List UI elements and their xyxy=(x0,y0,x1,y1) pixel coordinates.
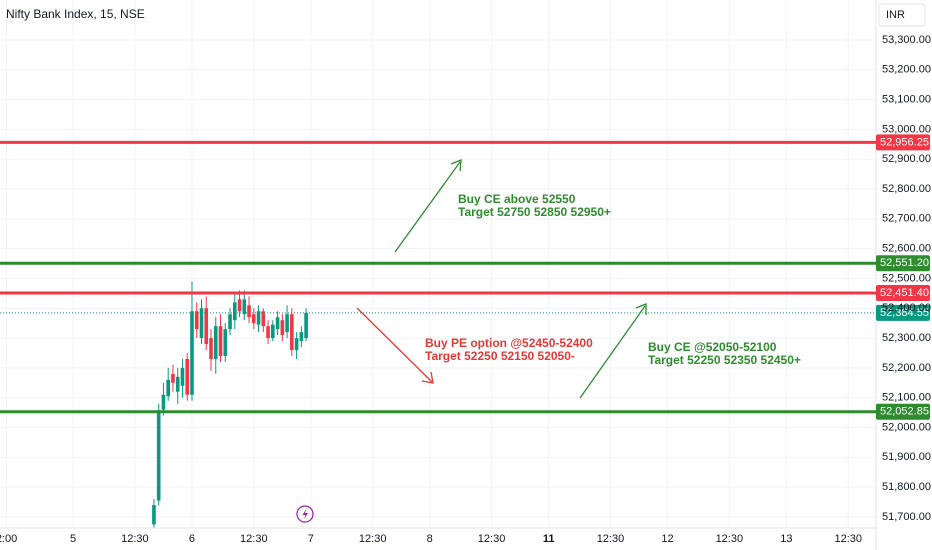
arrow-head xyxy=(635,303,647,315)
candle-body xyxy=(152,505,156,525)
candles xyxy=(152,281,308,528)
chart-title: Nifty Bank Index, 15, NSE xyxy=(6,7,145,21)
annotation-text: Buy CE above 52550 xyxy=(458,192,576,206)
y-tick-label: 52,200.00 xyxy=(882,362,931,374)
candle-body xyxy=(271,324,275,339)
x-tick-label: 13 xyxy=(780,533,792,545)
y-tick-label: 53,200.00 xyxy=(882,64,931,76)
arrows xyxy=(356,159,647,399)
arrow-head xyxy=(450,159,462,172)
candle-body xyxy=(171,373,175,383)
x-tick-label: 12:30 xyxy=(716,533,744,545)
candle-body xyxy=(242,299,247,315)
y-tick-label: 53,300.00 xyxy=(882,34,931,46)
annotation-text: Target 52750 52850 52950+ xyxy=(458,205,611,219)
annotation-text: Target 52250 52350 52450+ xyxy=(648,353,801,367)
candle-body xyxy=(161,394,166,410)
event-icon[interactable] xyxy=(296,505,314,523)
y-tick-label: 52,600.00 xyxy=(882,243,931,255)
candle-body xyxy=(256,311,261,325)
candle-body xyxy=(175,376,180,392)
level-badge xyxy=(876,284,930,301)
candle-body xyxy=(223,329,228,356)
y-tick-label: 52,800.00 xyxy=(882,183,931,195)
event-bolt[interactable] xyxy=(302,508,309,520)
arrow-head xyxy=(421,371,434,384)
arrow xyxy=(579,305,646,399)
level-label: 52,551.20 xyxy=(880,257,929,269)
candle-body xyxy=(180,367,185,386)
candle-body xyxy=(185,358,190,395)
x-tick-label: 11 xyxy=(543,533,555,545)
candle-body xyxy=(209,338,213,359)
x-tick-label: 12:30 xyxy=(359,533,387,545)
candle-body xyxy=(237,299,242,312)
level-badge xyxy=(876,304,930,321)
level-badge xyxy=(876,255,930,272)
x-tick-label: 7 xyxy=(308,533,314,545)
candle-body xyxy=(294,338,299,351)
candle-body xyxy=(290,314,294,351)
candle-body xyxy=(190,311,194,395)
y-tick-label: 51,700.00 xyxy=(882,511,931,523)
y-tick-label: 52,500.00 xyxy=(882,272,931,284)
candle-body xyxy=(266,326,270,339)
arrow xyxy=(394,161,461,253)
y-tick-label: 51,800.00 xyxy=(882,481,931,493)
x-tick-label: 12:30 xyxy=(478,533,506,545)
candle-body xyxy=(299,332,304,342)
candle-body xyxy=(251,314,256,324)
candle-body xyxy=(213,326,218,359)
annotation-text: Buy CE @52050-52100 xyxy=(648,340,777,354)
y-tick-label: 52,000.00 xyxy=(882,421,931,433)
x-tick-label: 12:30 xyxy=(834,533,862,545)
x-tick-label: 12:30 xyxy=(597,533,625,545)
x-tick-label: 12:30 xyxy=(240,533,268,545)
candle-body xyxy=(232,302,237,321)
y-tick-label: 52,300.00 xyxy=(882,332,931,344)
y-tick-label: 52,100.00 xyxy=(882,392,931,404)
annotation-text: Buy PE option @52450-52400 xyxy=(425,336,593,350)
y-tick-label: 52,400.00 xyxy=(882,302,931,314)
level-badge xyxy=(876,403,930,420)
currency-box[interactable] xyxy=(878,3,926,27)
candle-body xyxy=(199,308,204,339)
candle-body xyxy=(285,314,289,333)
y-tick-label: 53,000.00 xyxy=(882,123,931,135)
arrow xyxy=(356,307,433,383)
y-tick-label: 51,900.00 xyxy=(882,451,931,463)
candle-body xyxy=(166,379,170,397)
level-badge xyxy=(876,134,930,151)
candle-body xyxy=(261,311,266,327)
x-tick-label: 8 xyxy=(427,533,433,545)
currency[interactable]: INR xyxy=(886,9,905,21)
candle-body xyxy=(228,314,232,330)
x-tick-label: 6 xyxy=(189,533,195,545)
y-tick-label: 52,900.00 xyxy=(882,153,931,165)
y-tick-label: 52,700.00 xyxy=(882,213,931,225)
candle-body xyxy=(204,308,209,345)
candle-body xyxy=(304,312,308,339)
x-tick-label: 12 xyxy=(661,533,673,545)
candle-body xyxy=(194,311,199,330)
level-label: 52,451.40 xyxy=(880,287,929,299)
candle-body xyxy=(247,305,251,318)
level-label: 52,384.55 xyxy=(880,307,929,319)
candle-body xyxy=(280,320,285,336)
level-label: 52,052.85 xyxy=(880,406,929,418)
candle-body xyxy=(156,410,161,501)
y-tick-label: 53,100.00 xyxy=(882,93,931,105)
annotation-text: Target 52250 52150 52050- xyxy=(425,349,575,363)
candle-body xyxy=(218,326,223,356)
x-tick-label: 5 xyxy=(70,533,76,545)
levels: 52,956.25 52,551.20 52,451.40 52,052.85 52,3… xyxy=(0,134,930,420)
candle-body xyxy=(275,317,280,330)
x-tick-label: 2:00 xyxy=(0,533,17,545)
level-label: 52,956.25 xyxy=(880,136,929,148)
x-tick-label: 12:30 xyxy=(121,533,149,545)
